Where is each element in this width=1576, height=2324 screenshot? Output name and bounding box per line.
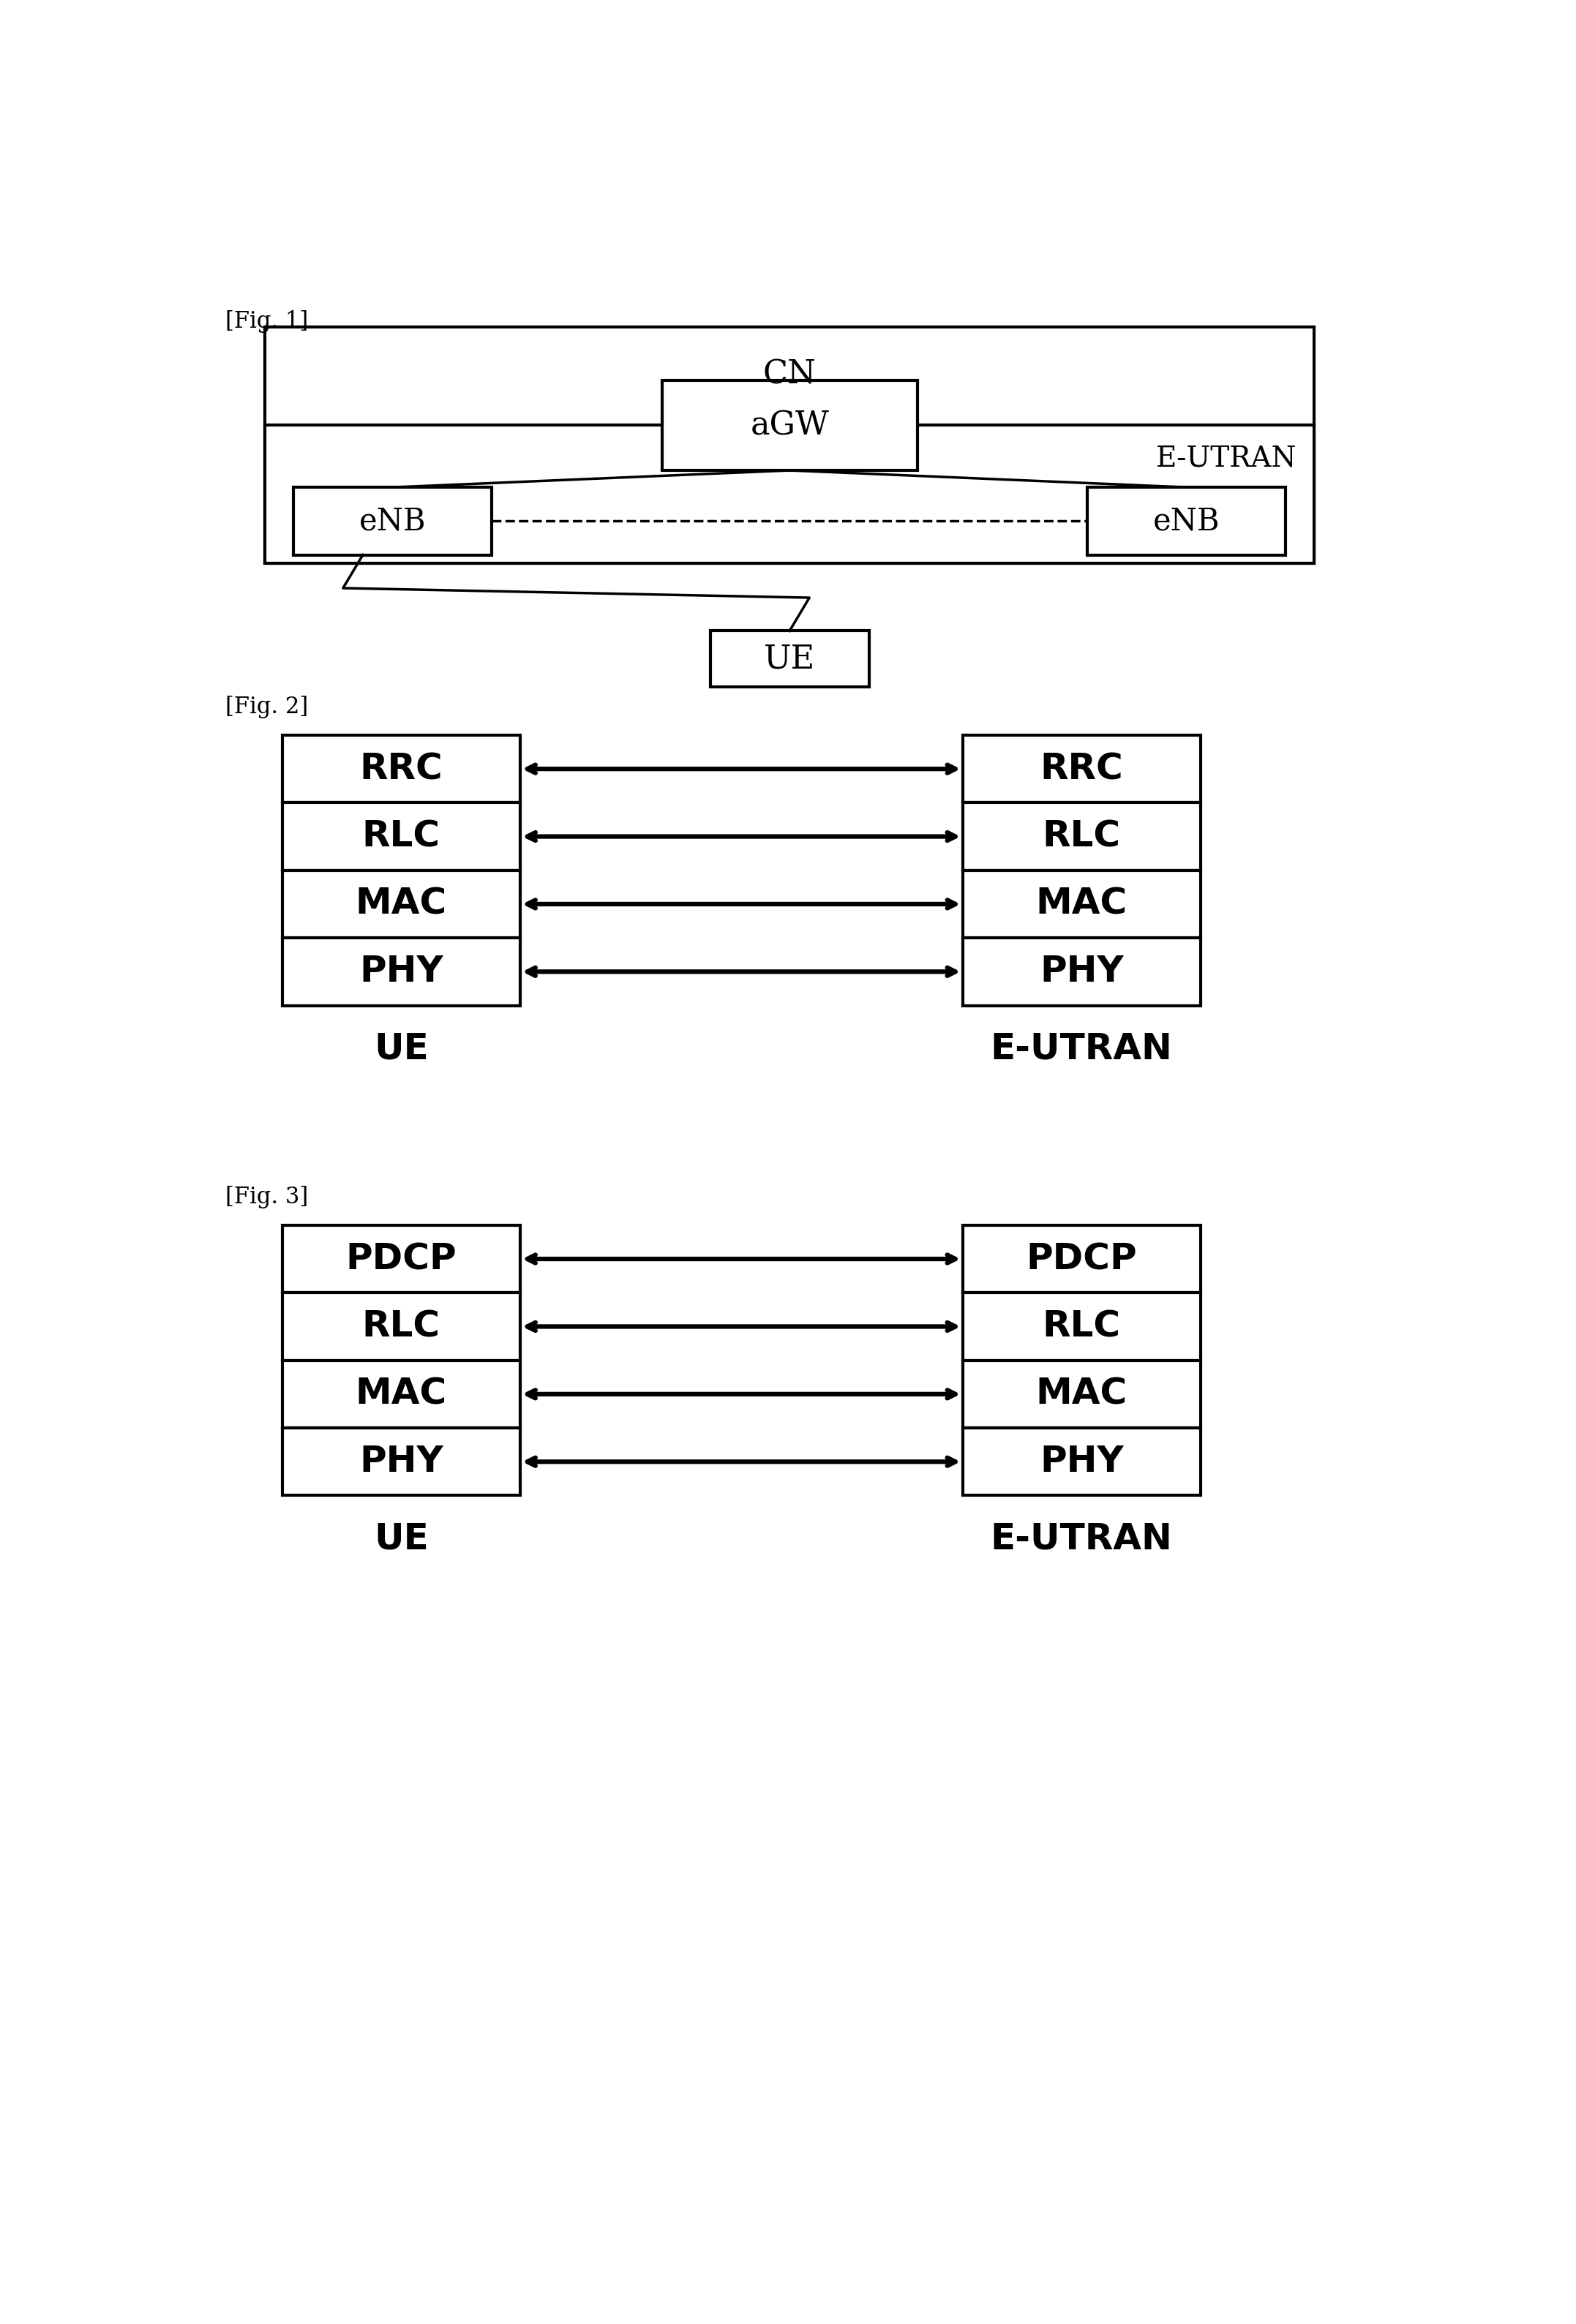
Text: MAC: MAC [1035,1376,1127,1411]
FancyBboxPatch shape [282,1225,520,1292]
Text: eNB: eNB [359,507,426,537]
Text: PHY: PHY [359,955,443,990]
FancyBboxPatch shape [282,869,520,939]
FancyBboxPatch shape [282,939,520,1006]
FancyBboxPatch shape [963,1225,1201,1292]
Text: UE: UE [374,1032,429,1067]
FancyBboxPatch shape [662,381,917,469]
Text: MAC: MAC [1035,885,1127,923]
FancyBboxPatch shape [265,328,1314,562]
Text: PHY: PHY [1040,955,1124,990]
FancyBboxPatch shape [963,1360,1201,1427]
Text: RLC: RLC [1042,1308,1121,1343]
FancyBboxPatch shape [265,425,1314,562]
FancyBboxPatch shape [963,1427,1201,1497]
FancyBboxPatch shape [963,1292,1201,1360]
FancyBboxPatch shape [1087,488,1286,555]
Text: UE: UE [764,644,815,674]
Text: aGW: aGW [750,409,829,442]
FancyBboxPatch shape [282,1427,520,1497]
FancyBboxPatch shape [963,869,1201,939]
FancyBboxPatch shape [282,734,520,802]
Text: RLC: RLC [362,818,440,853]
Text: PDCP: PDCP [345,1241,457,1276]
Text: [Fig. 1]: [Fig. 1] [225,309,309,332]
FancyBboxPatch shape [963,939,1201,1006]
Text: UE: UE [374,1520,429,1557]
Text: CN: CN [763,358,816,390]
FancyBboxPatch shape [282,1292,520,1360]
FancyBboxPatch shape [963,802,1201,869]
Text: E-UTRAN: E-UTRAN [991,1520,1173,1557]
Text: PDCP: PDCP [1026,1241,1136,1276]
Text: MAC: MAC [355,1376,448,1411]
Text: RLC: RLC [362,1308,440,1343]
Text: MAC: MAC [355,885,448,923]
FancyBboxPatch shape [282,1360,520,1427]
FancyBboxPatch shape [711,630,868,688]
FancyBboxPatch shape [963,734,1201,802]
Text: PHY: PHY [359,1443,443,1480]
Text: eNB: eNB [1154,507,1220,537]
Text: RRC: RRC [359,751,443,786]
Text: [Fig. 2]: [Fig. 2] [225,695,309,718]
Text: E-UTRAN: E-UTRAN [1157,444,1297,472]
Text: PHY: PHY [1040,1443,1124,1480]
Text: RLC: RLC [1042,818,1121,853]
FancyBboxPatch shape [293,488,492,555]
FancyBboxPatch shape [282,802,520,869]
Text: [Fig. 3]: [Fig. 3] [225,1185,309,1208]
Text: E-UTRAN: E-UTRAN [991,1032,1173,1067]
Text: RRC: RRC [1040,751,1124,786]
